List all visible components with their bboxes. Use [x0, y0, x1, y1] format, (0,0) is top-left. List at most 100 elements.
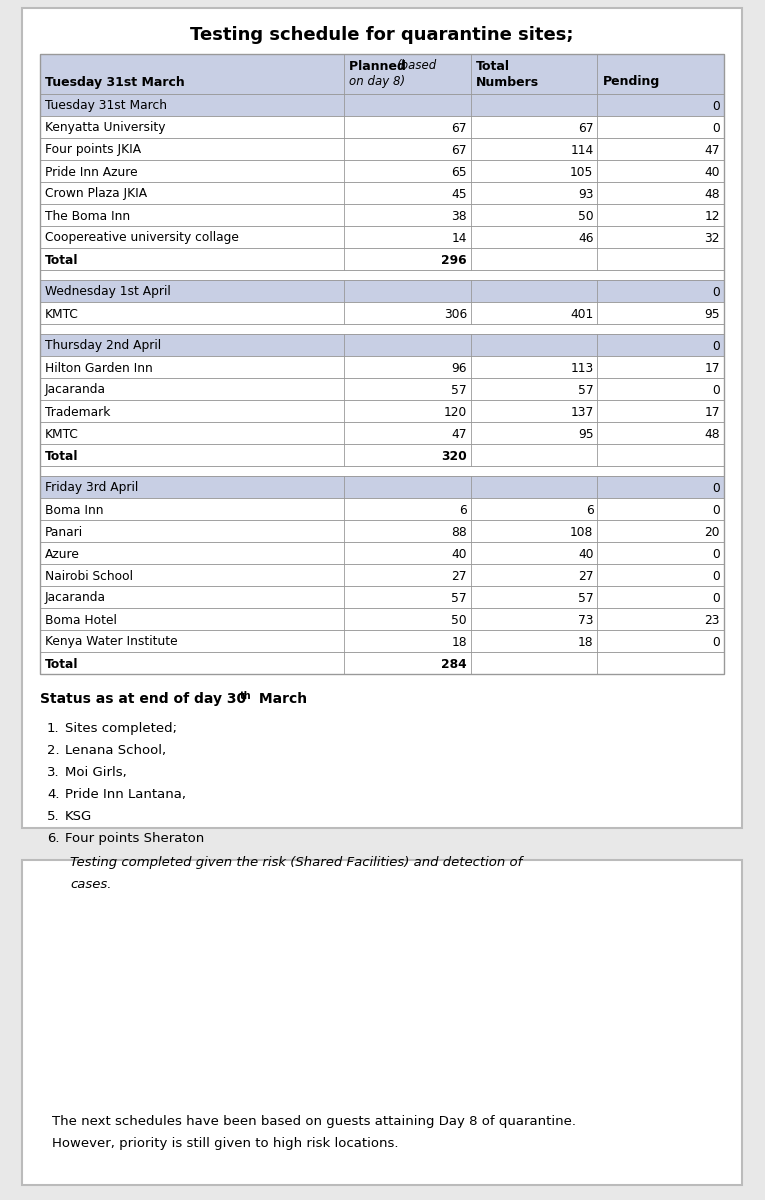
Bar: [40, 138, 724, 160]
Text: 108: 108: [570, 526, 594, 539]
Text: 0: 0: [712, 481, 720, 494]
Text: 32: 32: [705, 232, 720, 245]
Text: Kenya Water Institute: Kenya Water Institute: [45, 636, 177, 648]
Text: March: March: [254, 692, 307, 706]
Text: 38: 38: [451, 210, 467, 222]
Text: 57: 57: [451, 384, 467, 396]
Text: 40: 40: [451, 547, 467, 560]
Bar: [40, 204, 724, 226]
Text: KMTC: KMTC: [45, 427, 79, 440]
Text: 95: 95: [705, 307, 720, 320]
Text: Pride Inn Lantana,: Pride Inn Lantana,: [65, 788, 186, 802]
Text: Jacaranda: Jacaranda: [45, 592, 106, 605]
Text: 0: 0: [712, 286, 720, 299]
Text: Friday 3rd April: Friday 3rd April: [45, 481, 138, 494]
Text: 88: 88: [451, 526, 467, 539]
Bar: [40, 422, 724, 444]
Text: The next schedules have been based on guests attaining Day 8 of quarantine.: The next schedules have been based on gu…: [52, 1115, 576, 1128]
Text: Nairobi School: Nairobi School: [45, 570, 133, 582]
Text: 93: 93: [578, 187, 594, 200]
Text: 284: 284: [441, 658, 467, 671]
Text: The Boma Inn: The Boma Inn: [45, 210, 130, 222]
Text: 40: 40: [705, 166, 720, 179]
Text: Tuesday 31st March: Tuesday 31st March: [45, 100, 167, 113]
Text: 18: 18: [451, 636, 467, 648]
Text: 306: 306: [444, 307, 467, 320]
Text: Azure: Azure: [45, 547, 80, 560]
Bar: [40, 542, 724, 564]
Text: 17: 17: [705, 406, 720, 419]
Text: 47: 47: [705, 144, 720, 156]
Text: Jacaranda: Jacaranda: [45, 384, 106, 396]
Text: Wednesday 1st April: Wednesday 1st April: [45, 286, 171, 299]
Bar: [40, 652, 724, 674]
Text: 0: 0: [712, 340, 720, 353]
Text: 47: 47: [451, 427, 467, 440]
Bar: [40, 54, 724, 94]
Text: 105: 105: [570, 166, 594, 179]
Text: Total: Total: [45, 450, 79, 462]
Text: 23: 23: [705, 613, 720, 626]
Text: 6: 6: [586, 504, 594, 516]
Text: Tuesday 31st March: Tuesday 31st March: [45, 76, 185, 89]
Text: th: th: [240, 691, 252, 701]
Text: 18: 18: [578, 636, 594, 648]
Text: 113: 113: [570, 361, 594, 374]
Text: 73: 73: [578, 613, 594, 626]
Text: 46: 46: [578, 232, 594, 245]
Text: Testing schedule for quarantine sites;: Testing schedule for quarantine sites;: [190, 26, 574, 44]
Text: Pending: Pending: [603, 76, 659, 89]
Text: 65: 65: [451, 166, 467, 179]
Text: 114: 114: [570, 144, 594, 156]
Text: Total: Total: [476, 60, 510, 72]
Text: 27: 27: [578, 570, 594, 582]
Text: 1.: 1.: [47, 722, 60, 734]
Bar: [40, 466, 724, 476]
Text: 57: 57: [578, 384, 594, 396]
Text: Testing completed given the risk (Shared Facilities) and detection of: Testing completed given the risk (Shared…: [70, 856, 522, 869]
Text: Total: Total: [45, 253, 79, 266]
Text: Moi Girls,: Moi Girls,: [65, 766, 127, 779]
Text: 50: 50: [578, 210, 594, 222]
Bar: [40, 280, 724, 302]
Bar: [40, 116, 724, 138]
Text: Lenana School,: Lenana School,: [65, 744, 166, 757]
Bar: [40, 608, 724, 630]
Bar: [40, 160, 724, 182]
Text: 12: 12: [705, 210, 720, 222]
Text: cases.: cases.: [70, 878, 112, 890]
Text: 0: 0: [712, 504, 720, 516]
Bar: [40, 54, 724, 674]
Text: 296: 296: [441, 253, 467, 266]
Text: 50: 50: [451, 613, 467, 626]
Text: Sites completed;: Sites completed;: [65, 722, 177, 734]
Text: Panari: Panari: [45, 526, 83, 539]
Text: 0: 0: [712, 592, 720, 605]
Text: 6: 6: [459, 504, 467, 516]
Bar: [40, 226, 724, 248]
Text: 0: 0: [712, 570, 720, 582]
Text: Crown Plaza JKIA: Crown Plaza JKIA: [45, 187, 147, 200]
Text: 0: 0: [712, 121, 720, 134]
Bar: [40, 498, 724, 520]
Bar: [40, 324, 724, 334]
Text: 320: 320: [441, 450, 467, 462]
Bar: [22, 8, 742, 828]
Bar: [40, 444, 724, 466]
Text: 57: 57: [451, 592, 467, 605]
Text: Status as at end of day 30: Status as at end of day 30: [40, 692, 246, 706]
Text: 45: 45: [451, 187, 467, 200]
Text: Pride Inn Azure: Pride Inn Azure: [45, 166, 138, 179]
Text: Total: Total: [45, 658, 79, 671]
Text: 3.: 3.: [47, 766, 60, 779]
Text: 5.: 5.: [47, 810, 60, 823]
Text: 120: 120: [444, 406, 467, 419]
Text: 17: 17: [705, 361, 720, 374]
Bar: [40, 356, 724, 378]
Bar: [40, 248, 724, 270]
Bar: [40, 182, 724, 204]
Text: Kenyatta University: Kenyatta University: [45, 121, 165, 134]
Bar: [40, 586, 724, 608]
Bar: [40, 520, 724, 542]
Text: Trademark: Trademark: [45, 406, 110, 419]
